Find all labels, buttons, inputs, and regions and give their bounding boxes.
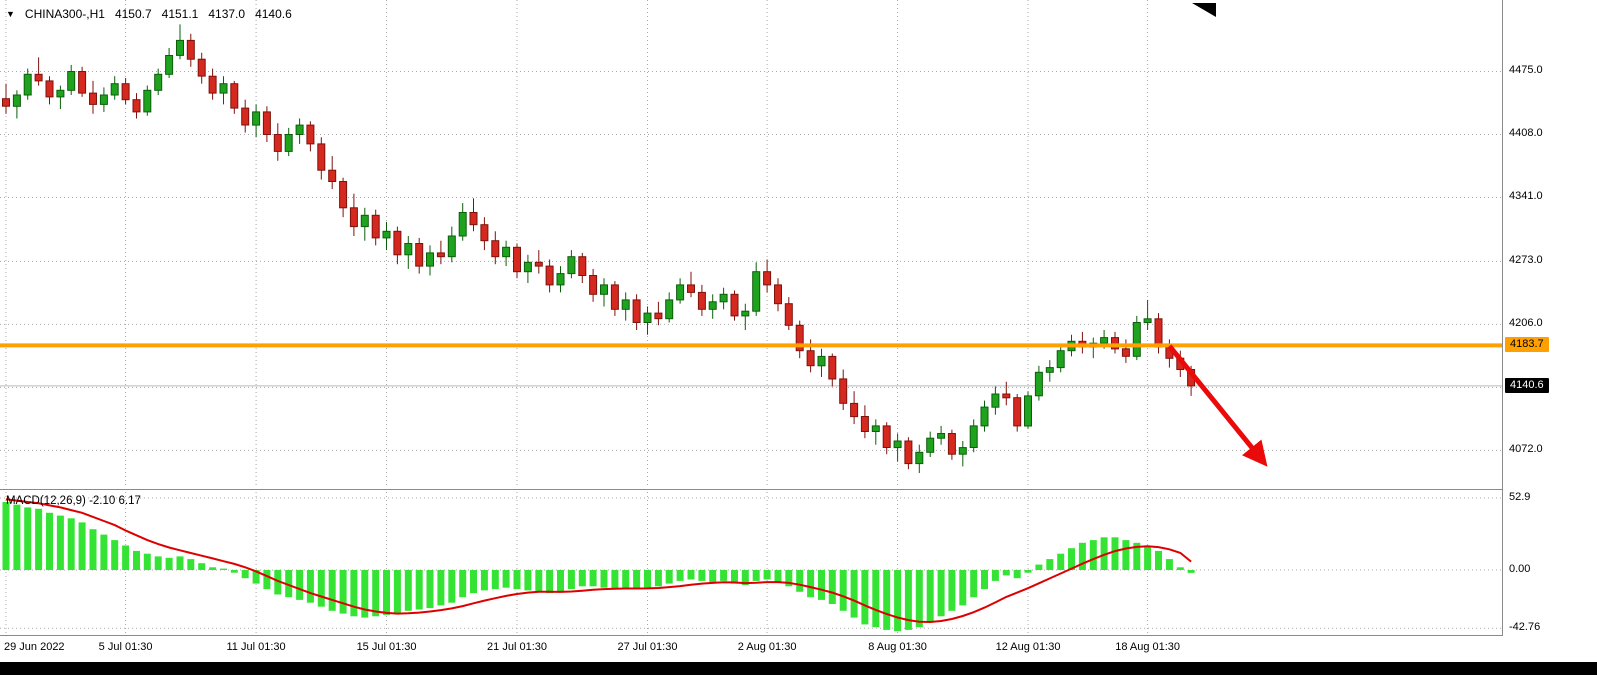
- hline-price-tag: 4183.7: [1505, 337, 1549, 353]
- price-axis-label: 4408.0: [1509, 127, 1543, 140]
- time-axis-label: 2 Aug 01:30: [737, 641, 797, 653]
- macd-chart[interactable]: [0, 492, 1502, 635]
- current-price-tag: 4140.6: [1505, 377, 1549, 393]
- macd-indicator-label: MACD(12,26,9) -2.10 6.17: [6, 495, 141, 507]
- price-axis-label: 4206.0: [1509, 317, 1543, 330]
- pane-separator[interactable]: [0, 489, 1597, 490]
- down-trend-arrow: [1167, 344, 1268, 467]
- price-axis-label: 4072.0: [1509, 443, 1543, 456]
- symbol-timeframe: CHINA300-,H1: [24, 7, 105, 21]
- time-axis-label: 15 Jul 01:30: [356, 641, 417, 653]
- time-axis-label: 29 Jun 2022: [4, 641, 65, 653]
- price-scale[interactable]: 4475.0 4408.0 4341.0 4273.0 4206.0 4072.0 52.9…: [1503, 0, 1597, 662]
- price-axis-label: 4273.0: [1509, 254, 1543, 267]
- time-axis-label: 21 Jul 01:30: [487, 641, 547, 653]
- macd-signal-line: [5, 498, 1192, 624]
- quote-open: 4150.7: [114, 7, 152, 21]
- quote-high: 4151.1: [161, 7, 199, 21]
- macd-indicator-pane[interactable]: [0, 492, 1502, 635]
- time-axis-separator: [0, 635, 1597, 636]
- time-scale[interactable]: 29 Jun 2022 5 Jul 01:30 11 Jul 01:30 15 Jul…: [0, 636, 1597, 662]
- candlestick-chart[interactable]: [0, 0, 1502, 488]
- macd-axis-label: 0.00: [1509, 563, 1531, 575]
- time-axis-label: 11 Jul 01:30: [226, 641, 286, 653]
- time-axis-label: 12 Aug 01:30: [995, 641, 1061, 653]
- time-axis-label: 5 Jul 01:30: [98, 641, 153, 653]
- price-chart-pane[interactable]: [0, 0, 1502, 488]
- macd-axis-label: -42.76: [1509, 621, 1541, 634]
- time-axis-label: 18 Aug 01:30: [1115, 641, 1181, 653]
- time-axis-label: 27 Jul 01:30: [617, 641, 678, 653]
- symbol-dropdown-icon[interactable]: ▼: [6, 9, 15, 19]
- chart-shift-marker-icon[interactable]: [1192, 3, 1216, 17]
- quote-close: 4140.6: [255, 7, 292, 21]
- quote-low: 4137.0: [208, 7, 246, 21]
- window-bottom-border: [0, 662, 1597, 675]
- chart-header: ▼ CHINA300-,H1 4150.7 4151.1 4137.0 4140…: [6, 7, 292, 21]
- time-axis-label: 8 Aug 01:30: [868, 641, 927, 653]
- price-axis-label: 4341.0: [1509, 190, 1543, 203]
- macd-axis-label: 52.9: [1509, 491, 1531, 503]
- axis-separator: [1502, 0, 1503, 662]
- price-axis-label: 4475.0: [1509, 64, 1543, 77]
